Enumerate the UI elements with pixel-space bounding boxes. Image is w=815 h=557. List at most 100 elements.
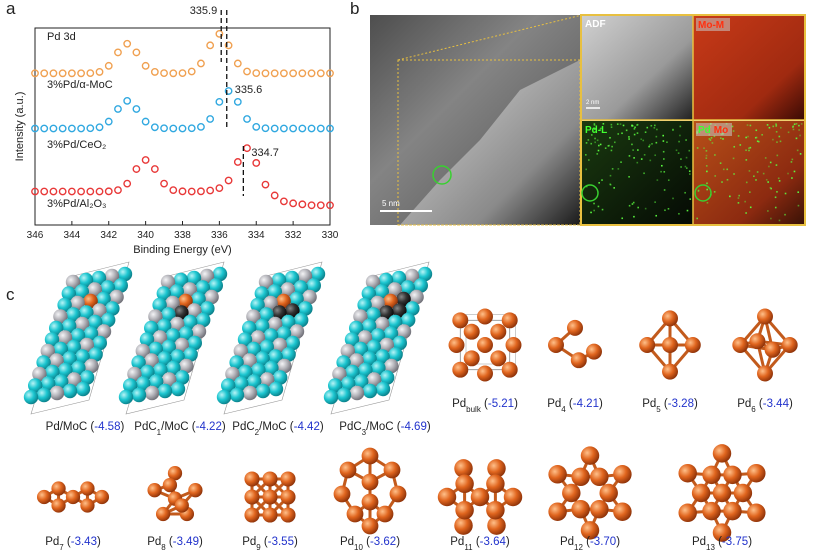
map-dot [749,124,752,127]
data-point [86,187,95,196]
map-dot [732,157,735,160]
atom [208,278,223,293]
atom [157,351,172,366]
x-tick-label: 334 [248,230,265,241]
data-point [252,69,261,78]
atom [87,282,103,297]
caption-part: ) [222,421,226,433]
caption-part: ( [715,536,722,548]
data-point [123,39,132,48]
tile-label: Pd Mo [698,125,728,136]
map-dot [613,187,615,189]
data-point [160,179,168,188]
atom [147,483,162,498]
atom [349,385,365,401]
data-point [141,117,150,126]
atom [293,280,308,295]
map-dot [777,177,780,180]
atom [166,360,181,376]
map-dot [590,211,592,214]
map-dot [633,128,636,130]
atom [323,389,339,405]
caption: Pd/MoC (-4.58) [46,421,125,433]
atom [463,350,480,367]
map-dot [755,136,758,139]
map-dot [654,124,656,127]
atom [361,517,379,535]
atom [448,337,465,353]
map-dot [748,170,751,172]
map-dot [761,133,763,136]
caption-part: PdC [232,421,254,433]
caption: Pdbulk (-5.21) [452,398,518,414]
map-dot [620,161,622,163]
data-point [150,68,159,76]
atom [684,337,701,353]
data-point [197,122,205,131]
map-dot [765,178,768,181]
atom [66,307,81,322]
atom [276,293,291,309]
data-point [233,97,242,106]
data-point [77,187,85,196]
atom [613,465,632,484]
map-dot [588,159,590,161]
atom [178,326,194,341]
atom [349,320,364,336]
map-dot [772,138,774,141]
map-dot [774,206,777,209]
map-dot [660,170,662,173]
map-dot [726,168,729,171]
data-point [31,69,39,78]
atom [396,324,412,339]
atom [294,312,309,328]
atom [170,316,185,332]
atom [383,293,398,309]
map-dot [585,168,587,171]
atom [212,266,228,282]
atom [486,474,505,494]
atom [61,318,77,334]
map-dot [795,123,798,125]
data-point [187,124,196,133]
map-dot [733,173,735,175]
map-dot [594,137,596,140]
atom [712,523,732,542]
atom [160,274,176,290]
data-point [270,191,279,200]
map-dot [733,145,736,148]
data-point [49,124,58,133]
map-dot [587,139,590,141]
atom [152,297,167,313]
map-dot [684,165,687,168]
data-point [307,201,316,210]
map-dot [755,129,758,132]
atom [242,385,258,401]
atom [260,372,275,387]
atom [36,489,52,505]
atom [273,370,288,385]
atom [340,343,355,359]
map-dot [663,171,666,173]
map-dot [719,162,722,164]
atom [157,383,173,399]
map-dot [633,215,635,218]
panel-label: a [6,0,16,18]
atom [62,351,77,366]
atom [328,378,343,393]
map-dot [684,191,686,194]
atom [67,372,82,387]
atom [80,481,95,496]
atom [49,353,64,368]
data-point [86,124,95,133]
atom [280,507,296,523]
atom [28,378,43,393]
atom [250,330,266,345]
atom [255,318,270,334]
atom [590,499,609,519]
series-label: 3%Pd/CeO₂ [47,139,106,151]
atom [216,389,232,405]
atom [65,489,81,505]
map-dot [593,123,596,125]
